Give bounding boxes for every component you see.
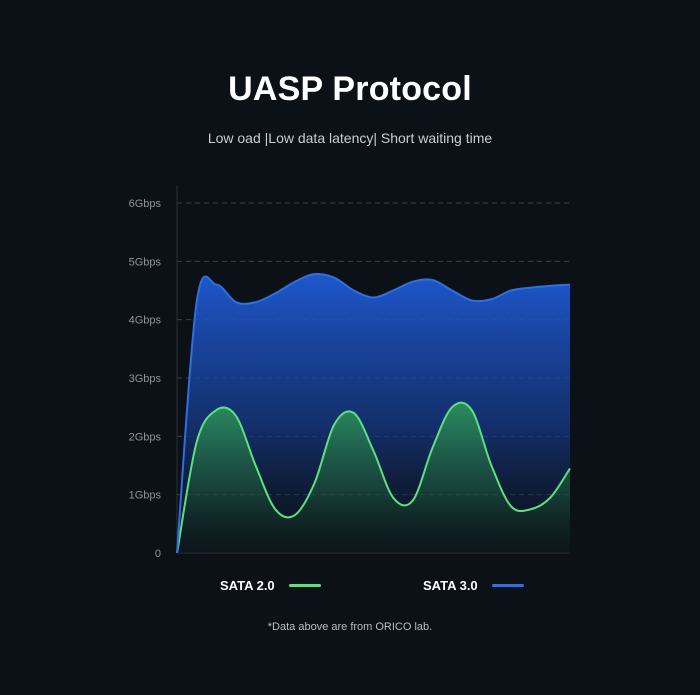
footnote: *Data above are from ORICO lab.	[267, 621, 433, 633]
y-tick-label: 6Gbps	[129, 198, 162, 210]
legend-label-sata-2: SATA 2.0	[220, 578, 275, 593]
area-sata-2-0	[177, 402, 570, 553]
legend-sata-3: SATA 3.0	[423, 578, 524, 593]
legend-sata-2: SATA 2.0	[220, 578, 321, 593]
legend-swatch-blue	[491, 584, 524, 587]
legend-label-sata-3: SATA 3.0	[423, 578, 478, 593]
y-axis: 0 1Gbps 2Gbps 3Gbps 4Gbps 5Gbps 6Gbps	[129, 198, 162, 560]
chart-title: UASP Protocol	[228, 70, 472, 108]
y-tick-label: 2Gbps	[129, 431, 162, 443]
y-tick-label: 1Gbps	[129, 490, 162, 502]
chart-subtitle: Low oad |Low data latency| Short waiting…	[207, 130, 493, 146]
y-tick-label: 3Gbps	[129, 373, 162, 385]
legend-swatch-green	[288, 584, 321, 587]
line-sata-3-0	[176, 273, 571, 554]
series-lines	[176, 273, 571, 554]
y-tick-label: 0	[155, 548, 161, 560]
areas	[177, 274, 570, 553]
y-tick-label: 5Gbps	[129, 256, 162, 268]
line-sata-2-0	[176, 401, 571, 554]
y-tick-label: 4Gbps	[129, 315, 162, 327]
